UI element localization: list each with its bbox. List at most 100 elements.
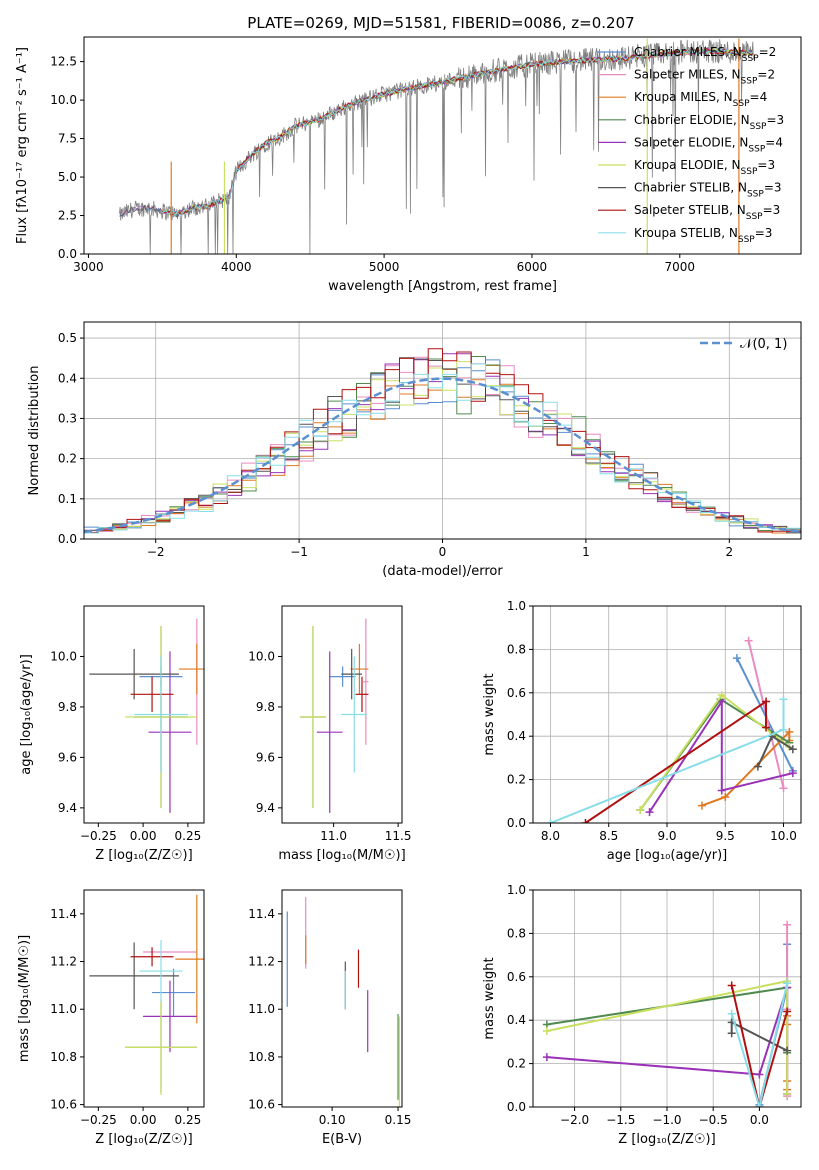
residuals-ticks: −2 −1 0 1 2 0.0 0.1 0.2 0.3 0.4 0.5 — [58, 331, 733, 559]
mass_vs_Z-point-chabrier-stelib — [89, 942, 179, 1010]
weight_vs_Z-ytick-label: 1.0 — [507, 883, 526, 897]
mass_vs_EBV-ticks: 0.10 0.15 10.6 10.8 11.0 11.2 11.4 — [248, 907, 411, 1127]
age_vs_mass-point-kroupa-elodie — [300, 626, 326, 808]
residuals-xtick-label: 2 — [725, 545, 733, 559]
age_vs_mass-point-salpeter-elodie — [316, 651, 343, 813]
residuals-ytick-label: 0.3 — [58, 411, 77, 425]
residuals-xlabel: (data-model)/error — [382, 564, 503, 579]
spectrum-xlabel: wavelength [Angstrom, rest frame] — [328, 279, 557, 294]
mass_vs_Z-point-chabrier-miles — [152, 968, 196, 1017]
age_vs_mass-frame — [281, 605, 403, 824]
weight_vs_age-marker-kroupa-stelib — [779, 725, 788, 734]
legend-label-chabrier-miles: Chabrier MILES, NSSP=2 — [634, 45, 776, 64]
residuals-panel: −2 −1 0 1 2 0.0 0.1 0.2 0.3 0.4 0.5 (data-model)/er… — [27, 321, 802, 579]
weight_vs_Z-series-kroupa-stelib — [727, 979, 792, 1107]
residuals-ytick-label: 0.4 — [58, 371, 77, 385]
weight_vs_age-series-kroupa-stelib — [546, 695, 788, 823]
mass_vs_Z-point-kroupa-elodie — [125, 999, 197, 1096]
age_vs_Z-xtick-label: 0.00 — [130, 829, 157, 843]
weight_vs_age-marker-salpeter-miles — [779, 784, 788, 793]
weight_vs_age-marker-salpeter-elodie — [645, 808, 654, 817]
spectrum-ylabel: Flux [fλ10⁻¹⁷ erg cm⁻² s⁻¹ A⁻¹] — [15, 47, 30, 244]
weight_vs_age-series-salpeter-elodie — [645, 697, 797, 817]
mass_vs_EBV-xtick-label: 0.10 — [319, 1113, 346, 1127]
mass-vs-ebv-panel: 0.10 0.15 10.6 10.8 11.0 11.2 11.4 E(B-V) — [248, 889, 411, 1147]
histogram-kroupa-stelib — [84, 363, 801, 534]
weight_vs_age-marker-kroupa-stelib — [546, 819, 555, 823]
weight_vs_Z-xtick-label: −0.5 — [699, 1113, 728, 1127]
age_vs_mass-ytick-label: 9.8 — [256, 700, 275, 714]
weight_vs_Z-line-kroupa-stelib — [730, 983, 789, 1107]
spectrum-xtick-label: 7000 — [665, 260, 696, 274]
residuals-ytick-label: 0.5 — [58, 331, 77, 345]
age_vs_mass-xlabel: mass [log₁₀(M/M☉)] — [278, 848, 405, 863]
age_vs_Z-plot-area — [89, 618, 204, 813]
spectrum-ytick-label: 5.0 — [58, 170, 77, 184]
spectrum-xtick-label: 3000 — [73, 260, 104, 274]
weight_vs_age-series-salpeter-stelib — [581, 697, 771, 823]
weight-vs-age-panel: 8.0 8.5 9.0 9.5 10.0 0.0 0.2 0.4 0.6 0.8 1.0 age [l… — [482, 599, 802, 863]
spectrum-model-kroupa-stelib — [162, 47, 754, 218]
weight_vs_age-marker-salpeter-elodie — [788, 769, 797, 778]
mass_vs_EBV-ytick-label: 11.2 — [248, 955, 275, 969]
age-vs-mass-panel: 11.0 11.5 9.4 9.6 9.8 10.0 mass [log₁₀(M/M☉)] — [248, 605, 411, 863]
age_vs_Z-ylabel: age [log₁₀(age/yr)] — [19, 654, 34, 775]
weight_vs_age-marker-salpeter-stelib — [581, 819, 590, 823]
weight_vs_age-marker-kroupa-elodie — [636, 805, 645, 814]
mass_vs_EBV-plot-area — [286, 897, 400, 1107]
mass_vs_Z-point-salpeter-stelib — [130, 947, 174, 967]
residuals-ytick-label: 0.2 — [58, 452, 77, 466]
legend-label-chabrier-elodie: Chabrier ELODIE, NSSP=3 — [634, 113, 784, 132]
weight_vs_age-ytick-label: 0.6 — [507, 686, 526, 700]
weight_vs_age-xlabel: age [log₁₀(age/yr)] — [607, 848, 728, 863]
spectrum-xtick-label: 5000 — [369, 260, 400, 274]
age_vs_Z-ticks: −0.25 0.00 0.25 9.4 9.6 9.8 10.0 — [50, 649, 201, 843]
spectrum-panel: 3000 4000 5000 6000 7000 0.0 2.5 5.0 7.5 10.0 12.5… — [15, 36, 802, 294]
age-vs-z-panel: −0.25 0.00 0.25 9.4 9.6 9.8 10.0 Z [log₁₀(Z/Z☉)… — [19, 605, 205, 863]
weight_vs_age-xtick-label: 8.5 — [599, 829, 618, 843]
spectrum-ytick-label: 0.0 — [58, 247, 77, 261]
age_vs_mass-ytick-label: 9.6 — [256, 750, 275, 764]
weight_vs_age-ytick-label: 0.4 — [507, 729, 526, 743]
weight_vs_Z-ytick-label: 0.6 — [507, 970, 526, 984]
mass_vs_Z-xlabel: Z [log₁₀(Z/Z☉)] — [95, 1132, 192, 1147]
legend-label-salpeter-miles: Salpeter MILES, NSSP=2 — [634, 68, 775, 87]
residuals-ytick-label: 0.1 — [58, 492, 77, 506]
residuals-ylabel: Normed distribution — [27, 366, 42, 496]
mass_vs_Z-ytick-label: 11.0 — [50, 1002, 77, 1016]
weight_vs_Z-ytick-label: 0.0 — [507, 1100, 526, 1114]
weight_vs_age-plot-area — [546, 636, 797, 823]
weight_vs_Z-xlabel: Z [log₁₀(Z/Z☉)] — [618, 1132, 715, 1147]
weight_vs_Z-marker-kroupa-stelib — [755, 1103, 764, 1107]
mass_vs_Z-point-salpeter-elodie — [143, 980, 197, 1053]
residuals-xtick-label: 0 — [439, 545, 447, 559]
weight_vs_Z-ylabel: mass weight — [482, 957, 497, 1039]
age_vs_mass-ytick-label: 10.0 — [248, 649, 275, 663]
weight_vs_Z-ytick-label: 0.2 — [507, 1057, 526, 1071]
age_vs_Z-ytick-label: 9.8 — [58, 700, 77, 714]
spectrum-ytick-label: 2.5 — [58, 209, 77, 223]
residuals-ytick-label: 0.0 — [58, 532, 77, 546]
weight_vs_Z-marker-kroupa-stelib — [727, 1009, 736, 1018]
mass_vs_Z-point-kroupa-stelib — [139, 940, 183, 1003]
legend-label-kroupa-elodie: Kroupa ELODIE, NSSP=3 — [634, 158, 775, 177]
age_vs_Z-ytick-label: 9.6 — [58, 750, 77, 764]
weight_vs_Z-marker-salpeter-elodie — [542, 1053, 551, 1062]
mass_vs_Z-frame — [83, 889, 205, 1108]
mass_vs_EBV-frame — [281, 889, 403, 1108]
residuals-frame — [83, 321, 802, 540]
mass_vs_EBV-xlabel: E(B-V) — [322, 1132, 362, 1147]
age_vs_Z-ytick-label: 9.4 — [58, 801, 77, 815]
weight_vs_age-ylabel: mass weight — [482, 673, 497, 755]
age_vs_Z-point-salpeter-stelib — [130, 676, 174, 712]
residuals-xtick-label: 1 — [582, 545, 590, 559]
mass_vs_EBV-ytick-label: 11.0 — [248, 1002, 275, 1016]
weight_vs_Z-marker-salpeter-stelib — [783, 1007, 792, 1016]
age_vs_Z-point-kroupa-stelib — [134, 656, 188, 773]
weight_vs_Z-marker-kroupa-elodie — [542, 1027, 551, 1036]
age_vs_mass-ticks: 11.0 11.5 9.4 9.6 9.8 10.0 — [248, 649, 411, 843]
age_vs_mass-ytick-label: 9.4 — [256, 801, 275, 815]
age_vs_Z-xtick-label: 0.25 — [175, 829, 202, 843]
weight_vs_Z-ytick-label: 0.4 — [507, 1013, 526, 1027]
